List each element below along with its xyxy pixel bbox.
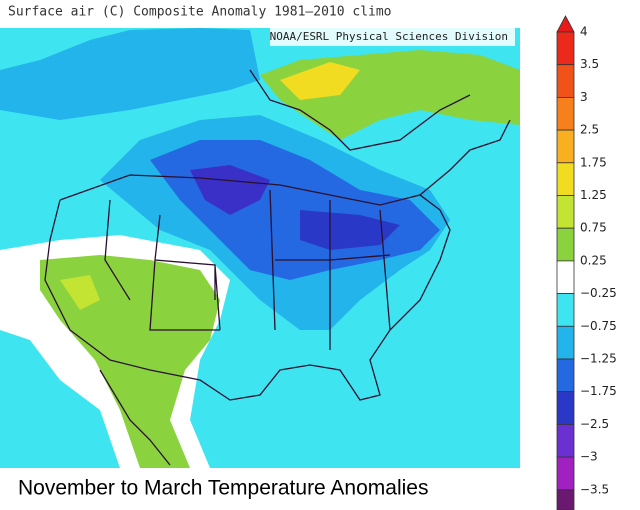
- colorbar: 4 3.5 3 2.5 1.75 1.25 0.75 0.25 −0.25 −0.75 −1.25 −…: [556, 15, 617, 510]
- colorbar-label: 1.75: [580, 155, 607, 169]
- colorbar-band: [556, 129, 575, 164]
- region: [300, 210, 400, 250]
- colorbar-band: [556, 325, 575, 360]
- colorbar-label: 0.75: [580, 221, 607, 235]
- colorbar-bottom: [556, 489, 575, 510]
- colorbar-top: [556, 15, 575, 33]
- source-box: [270, 28, 515, 46]
- colorbar-label: −1.75: [580, 384, 617, 398]
- colorbar-label: 2.5: [580, 123, 599, 137]
- colorbar-label: −1.25: [580, 352, 617, 366]
- caption: November to March Temperature Anomalies: [18, 477, 428, 500]
- colorbar-band: [556, 31, 575, 66]
- source-label: NOAA/ESRL Physical Sciences Division: [270, 30, 508, 43]
- colorbar-band: [556, 64, 575, 98]
- region: [320, 330, 520, 468]
- colorbar-band: [556, 260, 575, 294]
- colorbar-label: 1.25: [580, 188, 607, 202]
- boundaries: [44, 69, 511, 466]
- caption-box: [0, 468, 540, 510]
- colorbar-band: [556, 358, 575, 393]
- region: [40, 255, 220, 468]
- colorbar-label: −0.25: [580, 286, 617, 300]
- colorbar-band: [556, 456, 575, 491]
- region: [280, 62, 360, 100]
- colorbar-label: −3.5: [580, 482, 609, 496]
- colorbar-label: −2.5: [580, 417, 609, 431]
- colorbar-label: −0.75: [580, 319, 617, 333]
- anomaly-map: [0, 28, 520, 468]
- colorbar-band: [556, 97, 575, 131]
- colorbar-band: [556, 293, 575, 327]
- colorbar-band: [556, 195, 575, 229]
- region: [190, 165, 270, 215]
- region: [0, 28, 260, 120]
- colorbar-label: 0.25: [580, 253, 607, 267]
- colorbar-label: −3: [580, 450, 598, 464]
- colorbar-band: [556, 162, 575, 196]
- region: [60, 275, 100, 310]
- colorbar-label: 4: [580, 25, 588, 39]
- colorbar-band: [556, 423, 575, 458]
- colorbar-band: [556, 391, 575, 425]
- colorbar-label: 3.5: [580, 57, 599, 71]
- colorbar-label: 3: [580, 90, 588, 104]
- map-title: Surface air (C) Composite Anomaly 1981–2…: [8, 5, 392, 20]
- colorbar-band: [556, 227, 575, 262]
